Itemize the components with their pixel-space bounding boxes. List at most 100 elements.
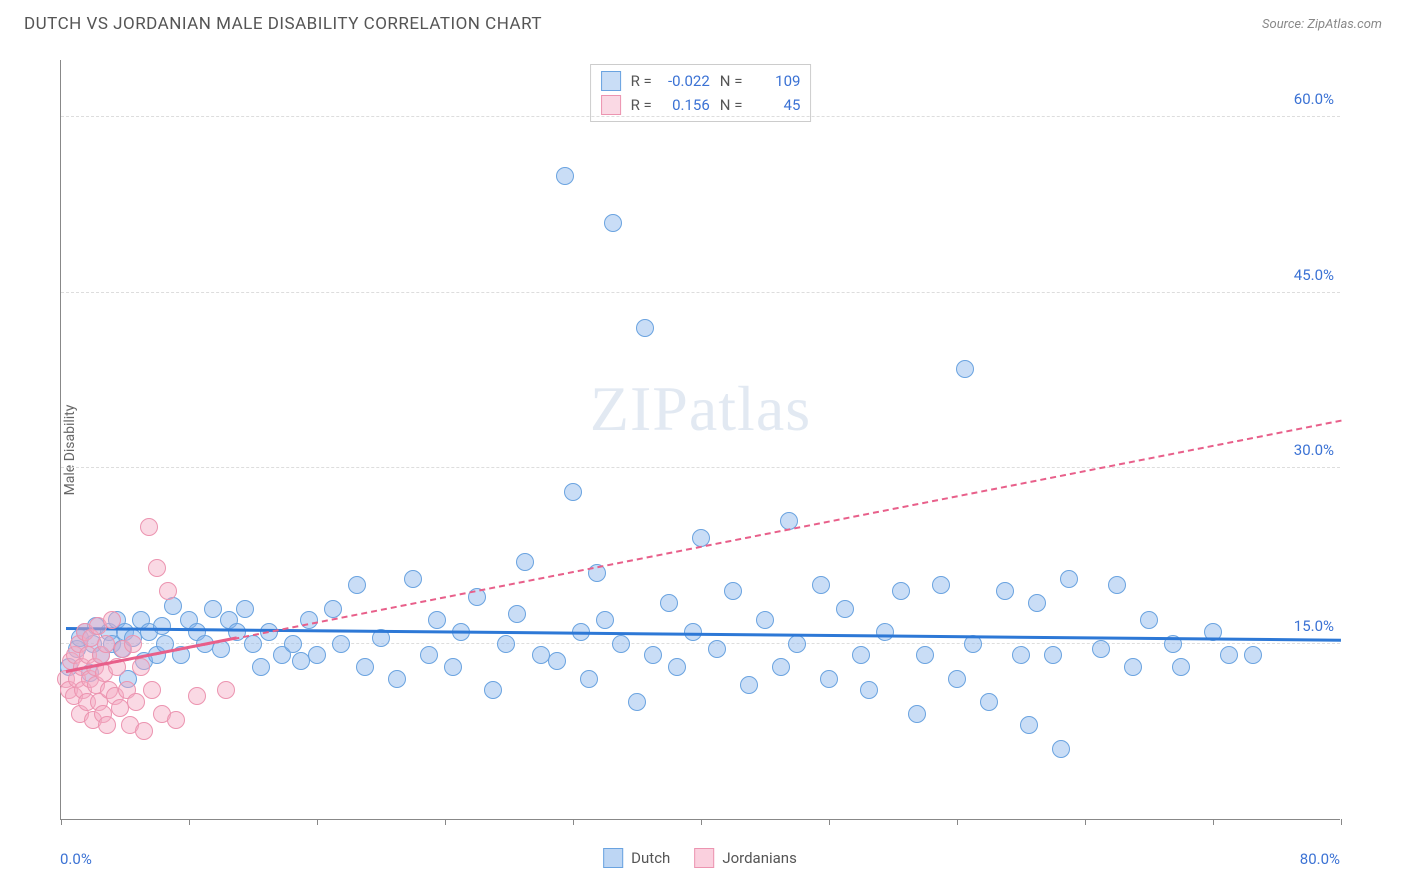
data-point bbox=[143, 681, 161, 699]
chart-source: Source: ZipAtlas.com bbox=[1262, 17, 1382, 32]
y-tick-label: 60.0% bbox=[1294, 90, 1334, 108]
data-point bbox=[444, 658, 462, 676]
x-tick bbox=[317, 819, 318, 825]
data-point bbox=[167, 711, 185, 729]
gridline bbox=[61, 116, 1340, 117]
x-tick bbox=[701, 819, 702, 825]
data-point bbox=[98, 716, 116, 734]
data-point bbox=[980, 693, 998, 711]
stat-r-value: -0.022 bbox=[662, 72, 710, 90]
legend-label: Jordanians bbox=[722, 849, 797, 867]
data-point bbox=[508, 605, 526, 623]
data-point bbox=[580, 670, 598, 688]
data-point bbox=[1060, 570, 1078, 588]
data-point bbox=[908, 705, 926, 723]
data-point bbox=[132, 658, 150, 676]
x-tick bbox=[1213, 819, 1214, 825]
data-point bbox=[916, 646, 934, 664]
y-tick-label: 30.0% bbox=[1294, 441, 1334, 459]
data-point bbox=[668, 658, 686, 676]
data-point bbox=[1108, 576, 1126, 594]
data-point bbox=[348, 576, 366, 594]
data-point bbox=[217, 681, 235, 699]
data-point bbox=[612, 635, 630, 653]
x-tick bbox=[189, 819, 190, 825]
data-point bbox=[332, 635, 350, 653]
gridline bbox=[61, 292, 1340, 293]
data-point bbox=[628, 693, 646, 711]
data-point bbox=[836, 600, 854, 618]
data-point bbox=[956, 360, 974, 378]
data-point bbox=[1052, 740, 1070, 758]
data-point bbox=[300, 611, 318, 629]
chart-header: DUTCH VS JORDANIAN MALE DISABILITY CORRE… bbox=[0, 0, 1406, 40]
data-point bbox=[1244, 646, 1262, 664]
x-tick bbox=[1085, 819, 1086, 825]
data-point bbox=[148, 559, 166, 577]
data-point bbox=[153, 617, 171, 635]
data-point bbox=[852, 646, 870, 664]
x-tick bbox=[957, 819, 958, 825]
data-point bbox=[356, 658, 374, 676]
data-point bbox=[324, 600, 342, 618]
stat-label: N = bbox=[720, 96, 743, 114]
legend-swatch bbox=[694, 848, 714, 868]
data-point bbox=[1220, 646, 1238, 664]
data-point bbox=[127, 693, 145, 711]
data-point bbox=[252, 658, 270, 676]
data-point bbox=[644, 646, 662, 664]
data-point bbox=[820, 670, 838, 688]
legend-label: Dutch bbox=[631, 849, 670, 867]
data-point bbox=[1012, 646, 1030, 664]
data-point bbox=[236, 600, 254, 618]
watermark: ZIPatlas bbox=[590, 372, 811, 446]
stat-label: N = bbox=[720, 72, 743, 90]
series-legend: Dutch Jordanians bbox=[603, 848, 797, 868]
stats-legend: R =-0.022N =109R =0.156N =45 bbox=[590, 64, 812, 122]
stat-label: R = bbox=[631, 96, 652, 114]
stat-label: R = bbox=[631, 72, 652, 90]
data-point bbox=[1140, 611, 1158, 629]
data-point bbox=[756, 611, 774, 629]
data-point bbox=[159, 582, 177, 600]
data-point bbox=[724, 582, 742, 600]
data-point bbox=[1028, 594, 1046, 612]
y-tick-label: 45.0% bbox=[1294, 266, 1334, 284]
data-point bbox=[1172, 658, 1190, 676]
data-point bbox=[284, 635, 302, 653]
data-point bbox=[1020, 716, 1038, 734]
data-point bbox=[404, 570, 422, 588]
data-point bbox=[420, 646, 438, 664]
data-point bbox=[497, 635, 515, 653]
data-point bbox=[564, 483, 582, 501]
chart-area: Male Disability ZIPatlas R =-0.022N =109… bbox=[50, 60, 1350, 840]
y-tick-label: 15.0% bbox=[1294, 617, 1334, 635]
scatter-plot: ZIPatlas R =-0.022N =109R =0.156N =45 15… bbox=[60, 60, 1340, 820]
data-point bbox=[1124, 658, 1142, 676]
legend-swatch bbox=[603, 848, 623, 868]
chart-title: DUTCH VS JORDANIAN MALE DISABILITY CORRE… bbox=[24, 14, 542, 34]
legend-item: Jordanians bbox=[694, 848, 797, 868]
data-point bbox=[788, 635, 806, 653]
x-tick bbox=[829, 819, 830, 825]
data-point bbox=[604, 214, 622, 232]
legend-item: Dutch bbox=[603, 848, 670, 868]
data-point bbox=[135, 722, 153, 740]
data-point bbox=[772, 658, 790, 676]
data-point bbox=[428, 611, 446, 629]
data-point bbox=[188, 687, 206, 705]
data-point bbox=[1092, 640, 1110, 658]
legend-swatch bbox=[601, 95, 621, 115]
data-point bbox=[548, 652, 566, 670]
data-point bbox=[124, 635, 142, 653]
data-point bbox=[636, 319, 654, 337]
data-point bbox=[740, 676, 758, 694]
stat-n-value: 45 bbox=[752, 96, 800, 114]
data-point bbox=[308, 646, 326, 664]
data-point bbox=[484, 681, 502, 699]
data-point bbox=[556, 167, 574, 185]
stats-row: R =0.156N =45 bbox=[601, 93, 801, 117]
data-point bbox=[516, 553, 534, 571]
data-point bbox=[388, 670, 406, 688]
x-tick bbox=[445, 819, 446, 825]
